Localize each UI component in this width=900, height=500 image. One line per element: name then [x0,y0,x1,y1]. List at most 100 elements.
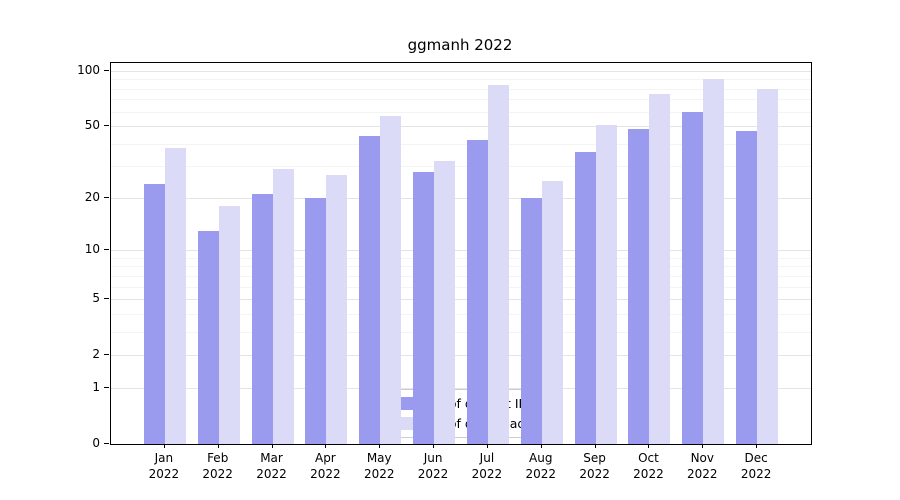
x-tick-month: Jan [154,451,174,465]
major-gridline [111,71,811,72]
x-tick-year: 2022 [740,467,772,481]
x-tick-year: 2022 [256,467,287,481]
x-axis-tick [163,444,165,448]
x-tick-label: May 2022 [349,450,409,482]
bar-ips-sep [574,152,596,444]
bar-downloads-nov [703,79,725,444]
x-axis-tick [594,444,596,448]
minor-gridline [111,313,811,315]
x-tick-year: 2022 [525,467,557,481]
y-axis-tick [104,196,109,198]
legend-item: Nb of distinct IPs [389,396,532,411]
bar-downloads-jul [487,84,509,444]
bar-downloads-may [380,115,402,444]
x-tick-month: Jun [423,451,443,465]
x-tick-month: Oct [638,451,659,465]
x-axis-tick [756,444,758,448]
bar-downloads-mar [272,169,294,444]
y-tick-label: 2 [92,347,100,362]
x-axis-tick [271,444,273,448]
y-axis-tick [104,443,109,444]
bar-downloads-aug [541,180,563,444]
x-tick-year: 2022 [687,467,718,481]
x-tick-year: 2022 [363,467,395,481]
chart-title: ggmanh 2022 [407,36,513,54]
minor-gridline [111,79,811,81]
x-axis-tick [540,444,542,448]
x-tick-month: Sep [583,451,606,465]
major-gridline [111,299,811,301]
minor-gridline [111,266,811,268]
x-tick-year: 2022 [579,467,610,481]
y-tick-label: 20 [84,189,100,204]
y-tick-label: 5 [92,291,100,306]
y-axis-tick [104,249,109,251]
x-tick-label: Sep 2022 [565,450,625,482]
bar-ips-aug [520,197,542,444]
legend-item: Nb of downloads [389,416,533,431]
bar-ips-apr [305,197,327,444]
minor-gridline [111,286,811,288]
bar-ips-jun [413,171,435,444]
minor-gridline [111,88,811,90]
minor-gridline [111,257,811,259]
x-tick-label: Feb 2022 [188,450,248,482]
major-gridline [111,126,811,128]
bar-downloads-oct [649,93,671,444]
x-axis-tick [486,444,488,448]
x-tick-month: Dec [744,451,768,465]
x-tick-year: 2022 [310,467,341,481]
minor-gridline [111,166,811,168]
x-tick-label: Aug 2022 [511,450,571,482]
y-tick-label: 10 [84,242,100,257]
x-tick-label: Jun 2022 [403,450,463,482]
x-tick-month: Nov [690,451,714,465]
x-tick-label: Dec 2022 [726,450,786,482]
y-axis-tick [104,354,109,356]
x-axis-tick [217,444,219,448]
x-tick-year: 2022 [633,467,664,481]
bar-ips-may [359,136,381,444]
bar-downloads-sep [595,124,617,444]
bar-ips-jan [143,183,165,444]
x-tick-year: 2022 [202,467,233,481]
bar-downloads-jan [164,147,186,444]
y-axis-tick [104,125,109,127]
bar-ips-mar [251,194,273,444]
x-axis-tick [433,444,435,448]
x-tick-year: 2022 [417,467,449,481]
bar-ips-oct [628,129,650,444]
minor-gridline [111,331,811,333]
x-axis-tick [379,444,381,448]
x-tick-label: Jan 2022 [134,450,194,482]
bar-ips-jul [466,140,488,444]
bar-ips-dec [736,131,758,444]
plot-area: Nb of distinct IPs Nb of downloads [110,62,812,445]
x-tick-month: Jul [479,451,495,465]
y-tick-label: 0 [92,436,100,450]
bar-downloads-apr [326,174,348,444]
x-tick-month: Feb [207,451,229,465]
minor-gridline [111,99,811,101]
x-tick-label: Oct 2022 [618,450,678,482]
x-axis-tick [648,444,650,448]
x-tick-month: Apr [314,451,336,465]
minor-gridline [111,111,811,113]
y-axis-tick [104,386,109,388]
x-tick-label: Apr 2022 [295,450,355,482]
bar-ips-feb [197,230,219,444]
x-tick-year: 2022 [471,467,503,481]
major-gridline [111,387,811,389]
bar-downloads-jun [434,161,456,444]
y-tick-label: 1 [92,379,100,394]
y-tick-label: 50 [84,118,100,133]
x-axis-tick [702,444,704,448]
major-gridline [111,197,811,199]
x-tick-month: Aug [529,451,553,465]
minor-gridline [111,275,811,277]
minor-gridline [111,143,811,145]
x-tick-month: Mar [260,451,283,465]
bar-ips-nov [682,111,704,444]
x-tick-month: May [366,451,392,465]
y-axis-tick [104,298,109,300]
